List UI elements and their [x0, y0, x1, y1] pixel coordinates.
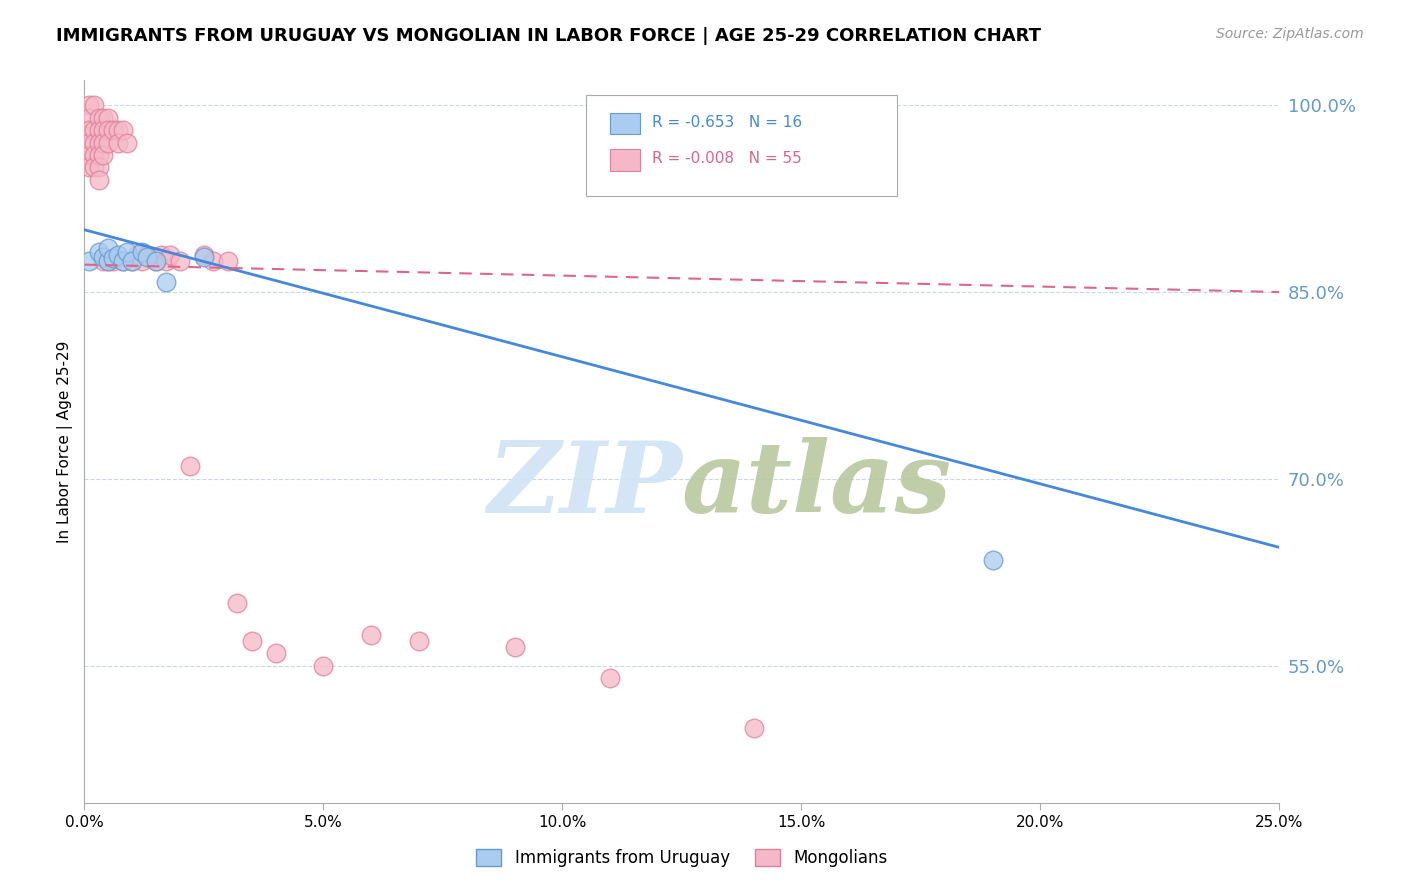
Point	[97, 253, 120, 268]
Text: R = -0.653   N = 16: R = -0.653 N = 16	[652, 115, 803, 129]
Point	[97, 136, 120, 150]
Point	[87, 111, 110, 125]
Point	[77, 253, 100, 268]
Point	[83, 161, 105, 175]
Point	[87, 123, 110, 137]
Point	[742, 721, 765, 735]
FancyBboxPatch shape	[610, 149, 640, 170]
Point	[981, 553, 1004, 567]
Point	[145, 253, 167, 268]
Point	[87, 161, 110, 175]
Point	[121, 253, 143, 268]
Point	[125, 248, 148, 262]
Point	[83, 98, 105, 112]
Legend: Immigrants from Uruguay, Mongolians: Immigrants from Uruguay, Mongolians	[470, 842, 894, 874]
Point	[202, 253, 225, 268]
Point	[87, 173, 110, 187]
Text: R = -0.008   N = 55: R = -0.008 N = 55	[652, 151, 801, 166]
Point	[93, 148, 115, 162]
Point	[93, 250, 115, 264]
Point	[93, 253, 115, 268]
Point	[193, 248, 215, 262]
Point	[77, 148, 100, 162]
Point	[107, 123, 129, 137]
Text: atlas: atlas	[682, 437, 952, 533]
Point	[87, 245, 110, 260]
Point	[131, 245, 153, 260]
Point	[145, 253, 167, 268]
Point	[111, 253, 134, 268]
Point	[101, 252, 124, 266]
Point	[93, 136, 115, 150]
Point	[117, 136, 139, 150]
Point	[77, 161, 100, 175]
Point	[97, 123, 120, 137]
Point	[77, 98, 100, 112]
Point	[121, 253, 143, 268]
Point	[101, 253, 124, 268]
Point	[135, 250, 157, 264]
Point	[360, 627, 382, 641]
Point	[97, 111, 120, 125]
Point	[408, 633, 430, 648]
Point	[155, 253, 177, 268]
Point	[240, 633, 263, 648]
Point	[131, 253, 153, 268]
Point	[179, 459, 201, 474]
Point	[111, 123, 134, 137]
Point	[77, 123, 100, 137]
Point	[97, 242, 120, 256]
Point	[155, 275, 177, 289]
FancyBboxPatch shape	[586, 95, 897, 196]
Y-axis label: In Labor Force | Age 25-29: In Labor Force | Age 25-29	[58, 341, 73, 542]
Point	[135, 248, 157, 262]
Point	[83, 148, 105, 162]
Point	[503, 640, 526, 654]
Text: Source: ZipAtlas.com: Source: ZipAtlas.com	[1216, 27, 1364, 41]
Point	[117, 245, 139, 260]
Point	[193, 250, 215, 264]
Point	[107, 248, 129, 262]
Point	[87, 136, 110, 150]
FancyBboxPatch shape	[610, 112, 640, 135]
Point	[111, 253, 134, 268]
Point	[264, 646, 287, 660]
Point	[217, 253, 239, 268]
Point	[77, 136, 100, 150]
Point	[77, 111, 100, 125]
Point	[87, 148, 110, 162]
Point	[226, 597, 249, 611]
Point	[312, 658, 335, 673]
Text: IMMIGRANTS FROM URUGUAY VS MONGOLIAN IN LABOR FORCE | AGE 25-29 CORRELATION CHAR: IMMIGRANTS FROM URUGUAY VS MONGOLIAN IN …	[56, 27, 1042, 45]
Point	[97, 253, 120, 268]
Point	[169, 253, 191, 268]
Text: ZIP: ZIP	[486, 437, 682, 533]
Point	[93, 111, 115, 125]
Point	[107, 136, 129, 150]
Point	[101, 123, 124, 137]
Point	[83, 136, 105, 150]
Point	[83, 123, 105, 137]
Point	[149, 248, 172, 262]
Point	[599, 671, 621, 685]
Point	[93, 123, 115, 137]
Point	[159, 248, 181, 262]
